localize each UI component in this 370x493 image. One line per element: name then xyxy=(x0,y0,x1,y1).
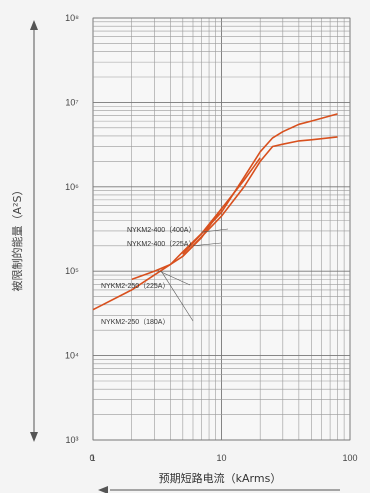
y-axis-title: 被限制的能量（A²S） xyxy=(10,185,24,292)
x-tick-label: 10 xyxy=(216,453,226,463)
x-axis-title: 预期短路电流（kArms） xyxy=(159,471,282,485)
series-label-3: NYKM2-250（225A） xyxy=(101,282,169,290)
series-line-2 xyxy=(182,136,338,257)
y-tick-label: 10⁴ xyxy=(65,351,79,361)
x-tick-label: 1 xyxy=(90,453,95,463)
series-label-2: NYKM2-400（225A） xyxy=(127,240,195,248)
y-tick-label: 10³ xyxy=(65,435,78,445)
series-line-3 xyxy=(131,157,261,281)
series-line-4 xyxy=(92,208,223,311)
y-tick-label: 10⁷ xyxy=(65,97,78,107)
series-line-1 xyxy=(182,113,338,255)
series-leader-4 xyxy=(161,271,194,322)
series-label-1: NYKM2-400（400A） xyxy=(127,226,195,234)
y-axis-arrow-head-top xyxy=(30,20,38,30)
series-leader-3 xyxy=(157,270,191,286)
y-tick-label: 10⁶ xyxy=(65,182,79,192)
x-tick-label: 100 xyxy=(342,453,357,463)
series-leader-1 xyxy=(201,228,229,233)
y-tick-label: 10⁸ xyxy=(65,13,79,23)
y-axis-arrow-head-bottom xyxy=(30,432,38,442)
y-tick-label: 10⁵ xyxy=(65,266,79,276)
series-leader-2 xyxy=(192,242,222,247)
x-tick-label: 0 xyxy=(89,453,94,463)
series-label-4: NYKM2-250（180A） xyxy=(101,318,169,326)
x-axis-arrow-head xyxy=(98,486,108,493)
